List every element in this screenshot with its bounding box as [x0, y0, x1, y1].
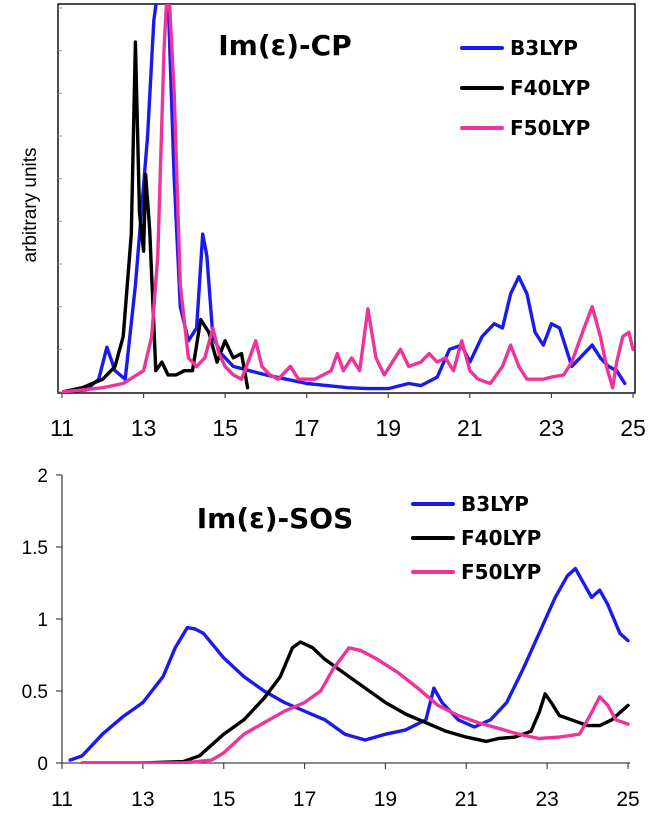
legend-label: B3LYP	[510, 36, 578, 60]
series-line-b3lyp	[62, 4, 627, 393]
chart-cp: 11 13 15 17 19 21 23 25 arbitrary units Im(ε)-CP B…	[20, 3, 646, 441]
x-tick-label: 25	[616, 788, 639, 811]
x-tick-label: 21	[455, 788, 478, 811]
chart-sos: 11 13 15 17 19 21 23 25 0 0.5 1 1.5 2 Im(ε)-SOS B3LYP F…	[22, 466, 640, 811]
legend-label: F40LYP	[461, 526, 541, 550]
x-tick-label: 19	[374, 788, 397, 811]
y-tick-label: 1.5	[22, 538, 48, 559]
y-axis-label: arbitrary units	[20, 147, 41, 262]
y-tick-label: 1	[37, 610, 48, 631]
x-tick-label: 11	[51, 788, 73, 811]
legend-label: F50LYP	[510, 116, 590, 140]
series-line-f50lyp	[80, 646, 630, 764]
series-line-b3lyp	[68, 566, 630, 762]
chart-title: Im(ε)-SOS	[197, 502, 354, 535]
x-tick-label: 17	[294, 415, 320, 441]
legend-label: B3LYP	[461, 492, 529, 516]
legend-label: F50LYP	[461, 560, 541, 584]
x-tick-label: 23	[535, 788, 558, 811]
series-line-f50lyp	[62, 4, 635, 393]
y-tick-label: 0.5	[22, 682, 48, 703]
x-tick-label: 15	[212, 788, 235, 811]
x-tick-label: 17	[293, 788, 316, 811]
series-line-f40lyp	[80, 640, 630, 764]
x-tick-label: 11	[50, 415, 74, 441]
y-tick-label: 0	[37, 754, 48, 775]
x-tick-label: 13	[131, 415, 157, 441]
series-line-f40lyp	[62, 40, 250, 393]
x-tick-label: 25	[620, 415, 646, 441]
x-tick-label: 23	[539, 415, 565, 441]
x-tick-label: 15	[212, 415, 238, 441]
chart-title: Im(ε)-CP	[218, 29, 351, 62]
legend-label: F40LYP	[510, 76, 590, 100]
plot-frame	[57, 3, 636, 394]
x-tick-label: 19	[375, 415, 401, 441]
x-tick-label: 13	[131, 788, 154, 811]
x-tick-label: 21	[457, 415, 483, 441]
y-tick-label: 2	[37, 466, 48, 487]
